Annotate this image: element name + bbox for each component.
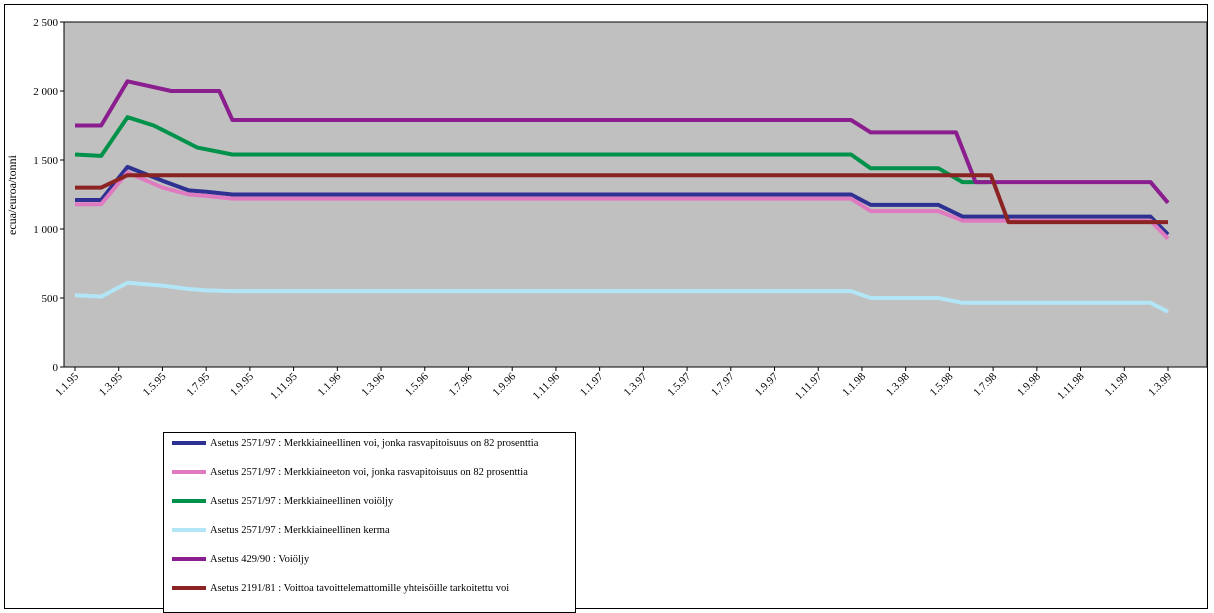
legend-swatch xyxy=(172,557,206,561)
x-tick-label: 1.9.98 xyxy=(1015,370,1043,398)
legend-label: Asetus 2191/81 : Voittoa tavoittelematto… xyxy=(210,582,510,594)
x-tick-label: 1.9.96 xyxy=(490,370,518,398)
legend-item: Asetus 2571/97 : Merkkiaineeton voi, jon… xyxy=(172,464,528,480)
legend-item: Asetus 2571/97 : Merkkiaineellinen voi, … xyxy=(172,435,538,451)
x-tick-label: 1.3.97 xyxy=(622,370,650,398)
x-tick-label: 1.11.97 xyxy=(793,370,825,402)
x-tick-label: 1.7.96 xyxy=(447,370,475,398)
legend-label: Asetus 2571/97 : Merkkiaineellinen voiöl… xyxy=(210,495,394,507)
legend-label: Asetus 2571/97 : Merkkiaineellinen voi, … xyxy=(210,437,539,449)
x-tick-label: 1.1.95 xyxy=(53,370,81,398)
y-tick-label: 2 500 xyxy=(33,17,58,29)
legend-label: Asetus 2571/97 : Merkkiaineellinen kerma xyxy=(210,524,390,536)
x-tick-label: 1.3.95 xyxy=(97,370,125,398)
x-tick-label: 1.9.95 xyxy=(228,370,256,398)
legend-item: Asetus 429/90 : Voiöljy xyxy=(172,551,309,567)
x-tick-label: 1.11.96 xyxy=(531,370,563,402)
y-tick-label: 0 xyxy=(53,362,59,374)
legend-swatch xyxy=(172,586,206,590)
x-tick-label: 1.5.95 xyxy=(141,370,169,398)
y-tick-label: 1 000 xyxy=(33,224,58,236)
x-tick-label: 1.3.96 xyxy=(359,370,387,398)
legend-swatch xyxy=(172,499,206,503)
legend-label: Asetus 2571/97 : Merkkiaineeton voi, jon… xyxy=(210,466,528,478)
series-line-5 xyxy=(75,79,1170,205)
series-line-6 xyxy=(75,173,1168,225)
legend-item: Asetus 2191/81 : Voittoa tavoittelematto… xyxy=(172,580,509,596)
series-line-3 xyxy=(74,115,989,185)
legend-swatch xyxy=(172,528,206,532)
x-tick-label: 1.5.96 xyxy=(403,370,431,398)
y-tick-label: 500 xyxy=(42,293,59,305)
x-tick-label: 1.9.97 xyxy=(753,370,781,398)
legend: Asetus 2571/97 : Merkkiaineellinen voi, … xyxy=(163,432,576,613)
line-chart: 0 500 1 000 1 500 2 000 2 500 1.1.95 1.3.95 1.5… xyxy=(5,17,1208,402)
legend-item: Asetus 2571/97 : Merkkiaineellinen voiöl… xyxy=(172,493,393,509)
x-tick-label: 1.7.95 xyxy=(184,370,212,398)
y-tick-label: 2 000 xyxy=(33,86,58,98)
series-line-2 xyxy=(75,170,1170,241)
x-tick-label: 1.3.99 xyxy=(1146,370,1174,398)
series-lines xyxy=(74,79,1170,314)
series-line-1 xyxy=(75,164,1170,236)
legend-swatch xyxy=(172,470,206,474)
x-tick-label: 1.7.98 xyxy=(971,370,999,398)
x-tick-label: 1.1.96 xyxy=(316,370,344,398)
x-tick-label: 1.7.97 xyxy=(709,370,737,398)
y-axis-title: ecua/euroa/tonni xyxy=(5,154,19,235)
x-tick-label: 1.3.98 xyxy=(884,370,912,398)
series-line-4 xyxy=(74,280,1169,314)
x-tick-label: 1.1.99 xyxy=(1102,370,1130,398)
y-tick-label: 1 500 xyxy=(33,155,58,167)
x-tick-label: 1.11.95 xyxy=(268,370,300,402)
y-axis: 0 500 1 000 1 500 2 000 2 500 xyxy=(33,17,64,374)
x-tick-label: 1.5.98 xyxy=(928,370,956,398)
x-tick-label: 1.1.98 xyxy=(840,370,868,398)
legend-label: Asetus 429/90 : Voiöljy xyxy=(210,553,310,565)
legend-swatch xyxy=(172,441,206,445)
x-tick-label: 1.1.97 xyxy=(578,370,606,398)
legend-item: Asetus 2571/97 : Merkkiaineellinen kerma xyxy=(172,522,390,538)
x-tick-label: 1.5.97 xyxy=(665,370,693,398)
x-axis: 1.1.95 1.3.95 1.5.95 1.7.95 1.9.95 1.11.95 1.1… xyxy=(53,367,1174,402)
x-tick-label: 1.11.98 xyxy=(1055,370,1087,402)
